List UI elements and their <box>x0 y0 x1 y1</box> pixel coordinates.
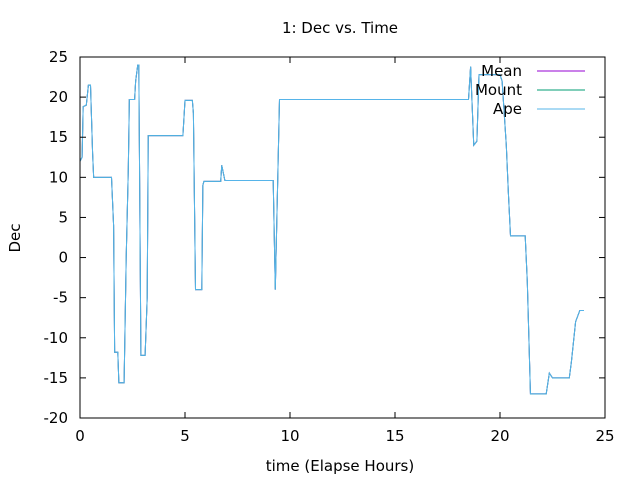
y-tick-label: 0 <box>58 249 68 267</box>
x-tick-label: 15 <box>385 427 404 445</box>
legend-label-ape: Ape <box>493 100 522 118</box>
x-axis-title: time (Elapse Hours) <box>266 457 414 475</box>
legend-label-mount: Mount <box>475 81 522 99</box>
y-tick-label: -15 <box>44 369 69 387</box>
y-tick-label: 20 <box>49 88 68 106</box>
x-tick-label: 10 <box>280 427 299 445</box>
x-tick-label: 20 <box>490 427 509 445</box>
y-tick-label: 5 <box>58 208 68 226</box>
y-tick-label: 25 <box>49 48 68 66</box>
x-tick-label: 0 <box>75 427 85 445</box>
series-layer <box>79 64 584 395</box>
y-tick-label: 10 <box>49 168 68 186</box>
legend-label-mean: Mean <box>481 62 522 80</box>
y-tick-label: -20 <box>44 409 69 427</box>
y-axis-title: Dec <box>6 223 24 252</box>
series-line-ape <box>79 64 584 395</box>
y-tick-label: 15 <box>49 128 68 146</box>
ticks-layer: 0 5 10 15 20 25 -20 -15 -10 -5 0 5 10 15 20 25 <box>44 48 615 445</box>
y-tick-label: -5 <box>53 289 68 307</box>
plot-frame <box>79 56 606 419</box>
x-tick-label: 5 <box>180 427 190 445</box>
chart-title: 1: Dec vs. Time <box>282 19 398 37</box>
x-tick-label: 25 <box>595 427 614 445</box>
y-tick-label: -10 <box>44 329 69 347</box>
